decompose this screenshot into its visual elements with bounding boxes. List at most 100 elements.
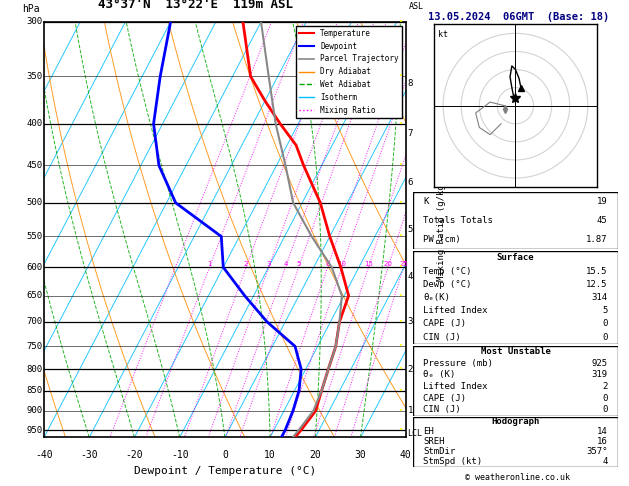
Text: 13.05.2024  06GMT  (Base: 18): 13.05.2024 06GMT (Base: 18) (428, 12, 610, 22)
Text: 43°37'N  13°22'E  119m ASL: 43°37'N 13°22'E 119m ASL (98, 0, 294, 12)
Text: 30: 30 (355, 450, 366, 460)
Text: 650: 650 (26, 291, 42, 300)
Text: 4: 4 (283, 261, 287, 267)
Text: •: • (399, 319, 403, 325)
Text: 0: 0 (602, 405, 608, 414)
Text: 45: 45 (597, 216, 608, 225)
Text: •: • (399, 162, 403, 169)
Text: 0: 0 (602, 394, 608, 403)
Text: 314: 314 (591, 293, 608, 302)
Text: 14: 14 (597, 427, 608, 436)
Text: CIN (J): CIN (J) (423, 332, 461, 342)
Text: 16: 16 (597, 437, 608, 446)
Text: 600: 600 (26, 263, 42, 272)
Text: 4: 4 (602, 457, 608, 466)
Text: 10: 10 (337, 261, 347, 267)
Text: 3: 3 (267, 261, 271, 267)
Text: 0: 0 (602, 332, 608, 342)
Text: 40: 40 (400, 450, 411, 460)
Text: hPa: hPa (23, 3, 40, 14)
Text: kt: kt (438, 30, 448, 39)
Text: 20: 20 (309, 450, 321, 460)
Text: 319: 319 (591, 370, 608, 380)
Text: 8: 8 (325, 261, 330, 267)
Text: •: • (399, 427, 403, 433)
Text: EH: EH (423, 427, 434, 436)
Text: θₑ(K): θₑ(K) (423, 293, 450, 302)
Text: 450: 450 (26, 161, 42, 170)
Text: 20: 20 (384, 261, 392, 267)
Text: 800: 800 (26, 364, 42, 374)
Text: •: • (399, 264, 403, 270)
Text: Temp (°C): Temp (°C) (423, 266, 472, 276)
Text: 700: 700 (26, 317, 42, 327)
Text: 12.5: 12.5 (586, 280, 608, 289)
Text: θₑ (K): θₑ (K) (423, 370, 456, 380)
Text: •: • (399, 121, 403, 127)
Text: •: • (399, 408, 403, 414)
Text: 357°: 357° (586, 447, 608, 456)
Text: Pressure (mb): Pressure (mb) (423, 359, 493, 368)
Text: Hodograph: Hodograph (491, 417, 540, 426)
Text: -20: -20 (126, 450, 143, 460)
Text: 950: 950 (26, 426, 42, 434)
Text: 1: 1 (408, 406, 413, 416)
Text: Most Unstable: Most Unstable (481, 347, 550, 356)
Text: km
ASL: km ASL (409, 0, 425, 12)
Text: •: • (399, 366, 403, 372)
Text: 500: 500 (26, 198, 42, 207)
Text: •: • (399, 293, 403, 299)
Text: Dewpoint / Temperature (°C): Dewpoint / Temperature (°C) (134, 467, 316, 476)
Text: 25: 25 (399, 261, 408, 267)
Text: •: • (399, 19, 403, 25)
Text: © weatheronline.co.uk: © weatheronline.co.uk (465, 473, 569, 482)
Text: 4: 4 (408, 272, 413, 281)
Text: 15.5: 15.5 (586, 266, 608, 276)
Text: PW (cm): PW (cm) (423, 235, 461, 244)
Text: -40: -40 (35, 450, 53, 460)
Text: 750: 750 (26, 342, 42, 351)
Text: 350: 350 (26, 72, 42, 81)
Text: 3: 3 (408, 317, 413, 327)
Text: 400: 400 (26, 119, 42, 128)
Text: CAPE (J): CAPE (J) (423, 394, 467, 403)
Text: •: • (399, 343, 403, 349)
Text: 850: 850 (26, 386, 42, 395)
Text: LCL: LCL (408, 429, 423, 438)
Text: 19: 19 (597, 197, 608, 206)
Text: •: • (399, 73, 403, 79)
Text: Dewp (°C): Dewp (°C) (423, 280, 472, 289)
Text: 300: 300 (26, 17, 42, 26)
Text: StmSpd (kt): StmSpd (kt) (423, 457, 482, 466)
Text: 5: 5 (408, 226, 413, 235)
Text: Surface: Surface (497, 253, 534, 262)
Text: Lifted Index: Lifted Index (423, 382, 488, 391)
Text: -30: -30 (81, 450, 98, 460)
Text: •: • (399, 200, 403, 206)
Text: CAPE (J): CAPE (J) (423, 319, 467, 329)
Text: Lifted Index: Lifted Index (423, 306, 488, 315)
Text: 1: 1 (207, 261, 212, 267)
Text: 6: 6 (408, 178, 413, 187)
Text: 0: 0 (222, 450, 228, 460)
Text: Totals Totals: Totals Totals (423, 216, 493, 225)
Text: SREH: SREH (423, 437, 445, 446)
Text: 5: 5 (296, 261, 301, 267)
Text: 2: 2 (602, 382, 608, 391)
Text: •: • (399, 388, 403, 394)
Text: 925: 925 (591, 359, 608, 368)
Text: 0: 0 (602, 319, 608, 329)
Text: 900: 900 (26, 406, 42, 416)
Text: Mixing Ratio (g/kg): Mixing Ratio (g/kg) (437, 178, 447, 281)
Text: 8: 8 (408, 79, 413, 88)
Text: •: • (399, 233, 403, 240)
Legend: Temperature, Dewpoint, Parcel Trajectory, Dry Adiabat, Wet Adiabat, Isotherm, Mi: Temperature, Dewpoint, Parcel Trajectory… (296, 26, 402, 118)
Text: CIN (J): CIN (J) (423, 405, 461, 414)
Text: K: K (423, 197, 429, 206)
Text: -10: -10 (171, 450, 189, 460)
Text: 2: 2 (244, 261, 248, 267)
Text: 550: 550 (26, 232, 42, 241)
Text: 1.87: 1.87 (586, 235, 608, 244)
Text: 15: 15 (364, 261, 373, 267)
Text: 7: 7 (408, 129, 413, 138)
